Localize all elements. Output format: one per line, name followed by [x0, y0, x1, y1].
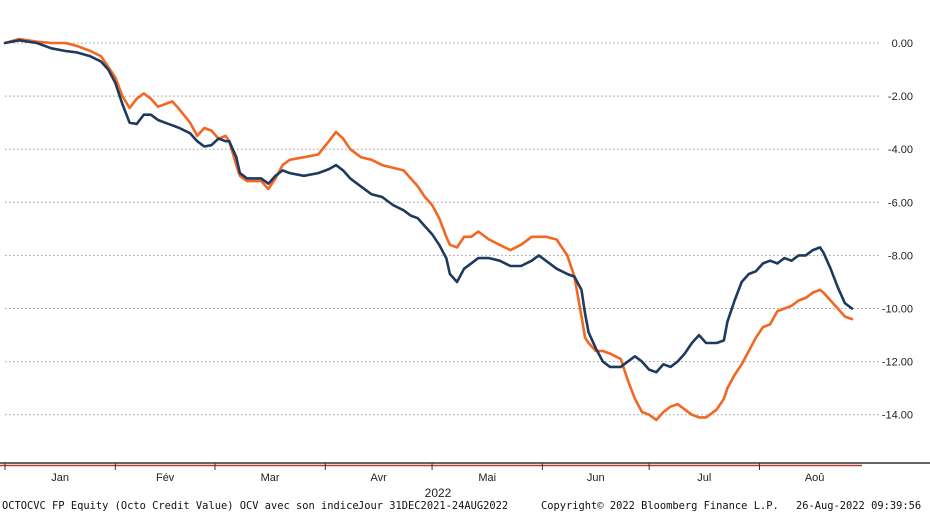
x-tick-label: Avr — [371, 472, 388, 484]
x-tick-label: Mar — [261, 472, 280, 484]
y-axis-labels: 0.00 -2.00 -4.00 -6.00 -8.00 -10.00 -12.00 -14.… — [882, 38, 913, 422]
gridlines — [5, 42, 880, 416]
series-line-navy — [3, 39, 854, 374]
footer-timestamp: 26-Aug-2022 09:39:56 — [796, 500, 922, 512]
y-tick-label: -8.00 — [888, 250, 913, 262]
y-tick-label: -10.00 — [882, 304, 913, 316]
series-line-orange — [3, 37, 854, 422]
y-tick-label: 0.00 — [892, 38, 913, 50]
y-tick-label: -2.00 — [888, 91, 913, 103]
x-axis-labels: Jan Fév Mar Avr Mai Jun Jul Aoû — [4, 463, 825, 484]
series-lines — [3, 37, 854, 422]
footer-copyright: Copyright© 2022 Bloomberg Finance L.P. — [541, 500, 779, 512]
x-tick-label: Mai — [478, 472, 496, 484]
footer-bar: OCTOCVC FP Equity (Octo Credit Value) OC… — [0, 500, 930, 518]
y-tick-label: -12.00 — [882, 357, 913, 369]
footer-period: Jour 31DEC2021-24AUG2022 — [358, 500, 509, 512]
y-tick-label: -6.00 — [888, 197, 913, 209]
y-tick-label: -14.00 — [882, 410, 913, 422]
x-tick-label: Fév — [156, 472, 175, 484]
year-label: 2022 — [425, 486, 452, 500]
performance-line-chart: 0.00 -2.00 -4.00 -6.00 -8.00 -10.00 -12.00 -14.… — [0, 37, 930, 500]
x-tick-label: Jun — [587, 472, 605, 484]
x-tick-label: Aoû — [805, 472, 825, 484]
y-tick-label: -4.00 — [888, 144, 913, 156]
x-tick-label: Jan — [51, 472, 69, 484]
x-axis — [0, 462, 930, 467]
x-tick-label: Jul — [697, 472, 711, 484]
footer-security: OCTOCVC FP Equity (Octo Credit Value) OC… — [2, 500, 359, 512]
